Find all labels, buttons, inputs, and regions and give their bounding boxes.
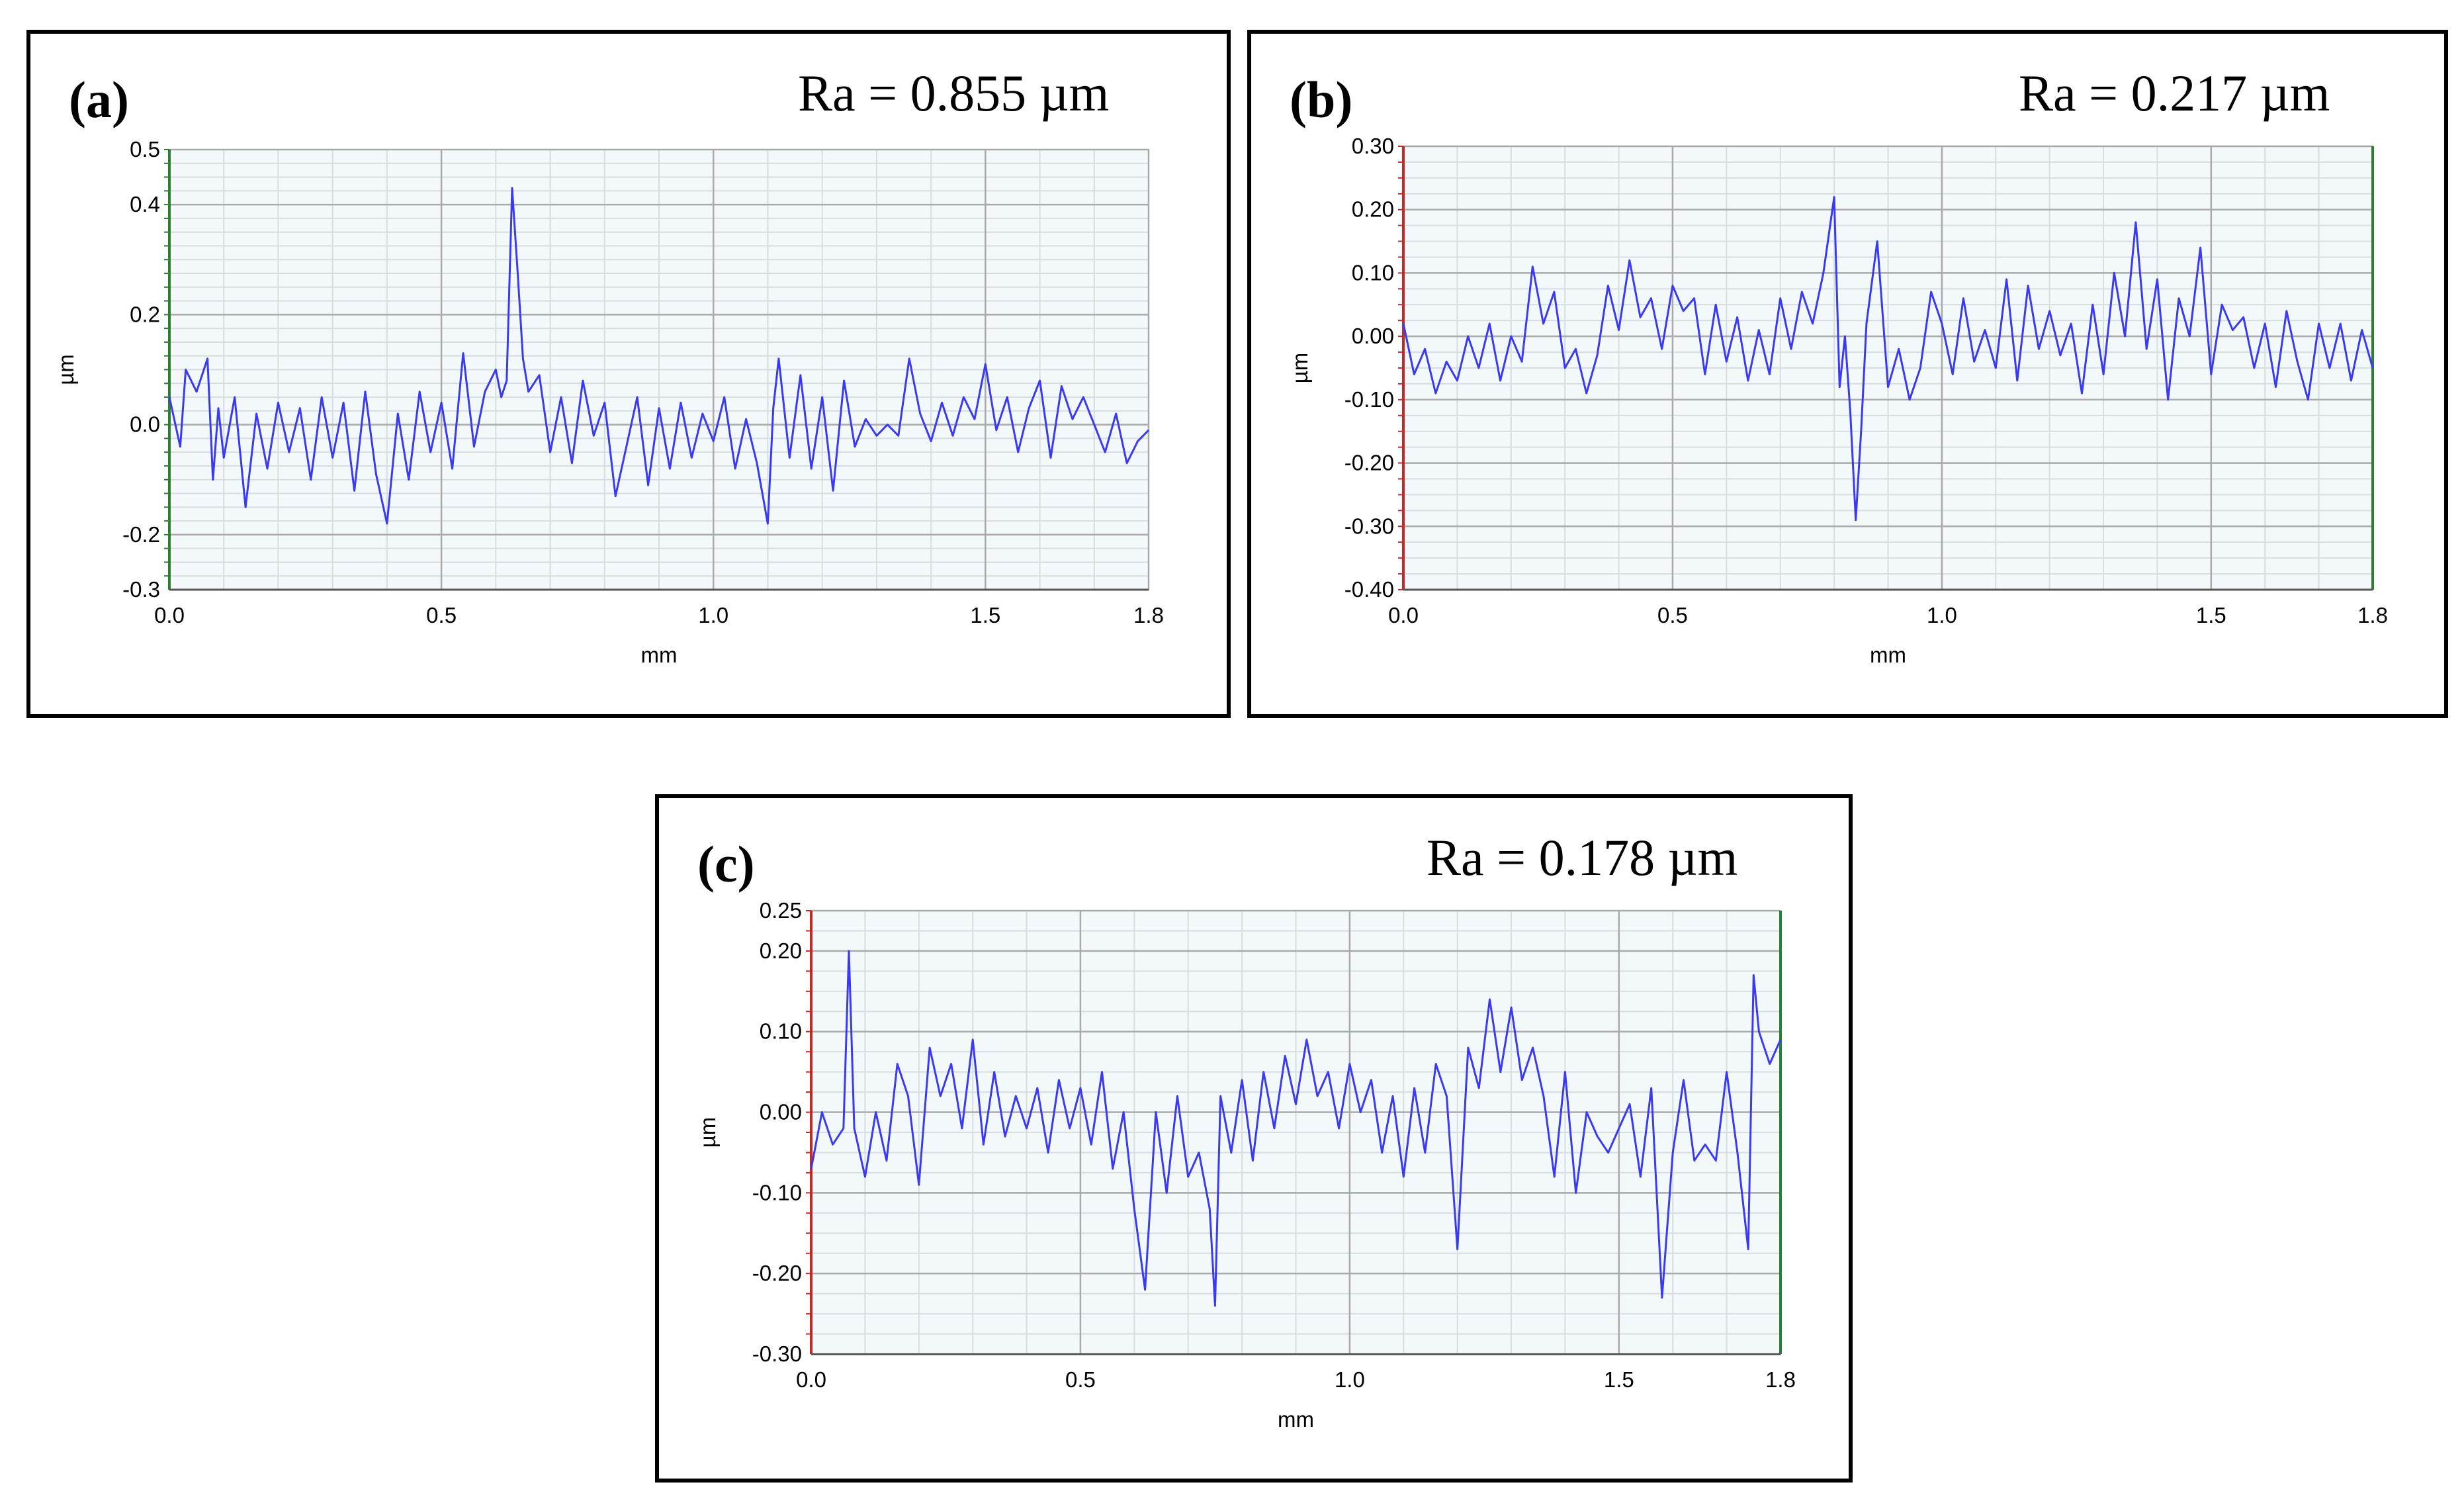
y-axis-title: µm [1288, 353, 1312, 384]
y-tick-label: -0.2 [122, 522, 160, 547]
y-tick-label: 0.00 [760, 1100, 802, 1124]
x-tick-label: 0.0 [154, 603, 185, 627]
y-tick-label: 0.20 [760, 938, 802, 963]
grid [810, 909, 1782, 1355]
x-tick-label: 1.5 [1604, 1367, 1634, 1392]
y-tick-label: 0.30 [1352, 134, 1394, 158]
x-tick-label: 1.5 [970, 603, 1000, 627]
y-tick-label: 0.4 [130, 192, 160, 216]
profile-line [1402, 196, 2374, 522]
profile-line [810, 950, 1782, 1307]
y-tick-label: -0.20 [1344, 451, 1394, 475]
y-tick-label: -0.20 [752, 1261, 802, 1285]
x-tick-label: 1.0 [698, 603, 728, 627]
profile-chart-c: 0.25 0.20 0.10 0.00 -0.10 -0.20 -0.300.0 0.5 1.0… [695, 898, 1796, 1432]
ra-annotation: Ra = 0.855 µm [798, 64, 1110, 122]
y-tick-label: -0.30 [1344, 514, 1394, 538]
x-tick-label: 0.0 [796, 1367, 826, 1392]
y-tick-label: 0.25 [760, 898, 802, 923]
x-tick-label: 1.0 [1927, 603, 1957, 627]
y-tick-label: 0.10 [1352, 260, 1394, 285]
profile-line [168, 187, 1150, 525]
x-axis-title: mm [1278, 1407, 1314, 1432]
chart-panel-b: (b) Ra = 0.217 µm 0.30 0.20 0.10 0.00 -0.10 -… [1247, 30, 2448, 718]
y-tick-label: -0.3 [122, 577, 160, 602]
ra-annotation: Ra = 0.178 µm [1427, 829, 1738, 886]
y-tick-label: 0.5 [130, 137, 160, 161]
y-axis-title: µm [54, 354, 78, 385]
y-tick-label: 0.0 [130, 412, 160, 437]
y-tick-label: -0.30 [752, 1342, 802, 1366]
panel-label: (b) [1290, 71, 1353, 128]
y-tick-label: -0.10 [1344, 387, 1394, 412]
x-tick-label: 0.5 [426, 603, 457, 627]
panel-label: (c) [697, 835, 755, 893]
y-tick-label: 0.20 [1352, 197, 1394, 222]
y-tick-label: 0.10 [760, 1019, 802, 1044]
ra-annotation: Ra = 0.217 µm [2019, 64, 2330, 122]
x-tick-label: 0.5 [1657, 603, 1688, 627]
x-tick-label: 1.0 [1335, 1367, 1365, 1392]
panel-label: (a) [69, 71, 129, 128]
y-tick-label: -0.10 [752, 1180, 802, 1205]
chart-panel-a: (a) Ra = 0.855 µm 0.5 0.4 0.2 0.0 -0.2 -0.3 0.… [26, 30, 1231, 718]
x-axis-title: mm [1870, 643, 1906, 667]
x-tick-label: 1.5 [2196, 603, 2226, 627]
grid [1402, 145, 2374, 591]
y-axis-title: µm [695, 1117, 720, 1148]
x-tick-label: 0.5 [1065, 1367, 1096, 1392]
y-tick-label: -0.40 [1344, 577, 1394, 602]
chart-panel-c: (c) Ra = 0.178 µm 0.25 0.20 0.10 0.00 -0.10 -… [655, 794, 1853, 1483]
x-tick-label: 1.8 [1765, 1367, 1796, 1392]
x-tick-label: 1.8 [2357, 603, 2388, 627]
x-tick-label: 0.0 [1388, 603, 1419, 627]
x-tick-label: 1.8 [1133, 603, 1164, 627]
profile-chart-b: 0.30 0.20 0.10 0.00 -0.10 -0.20 -0.30 -0.400.0 0… [1288, 134, 2388, 667]
y-tick-label: 0.00 [1352, 324, 1394, 348]
y-tick-label: 0.2 [130, 302, 160, 326]
x-axis-title: mm [641, 643, 678, 667]
